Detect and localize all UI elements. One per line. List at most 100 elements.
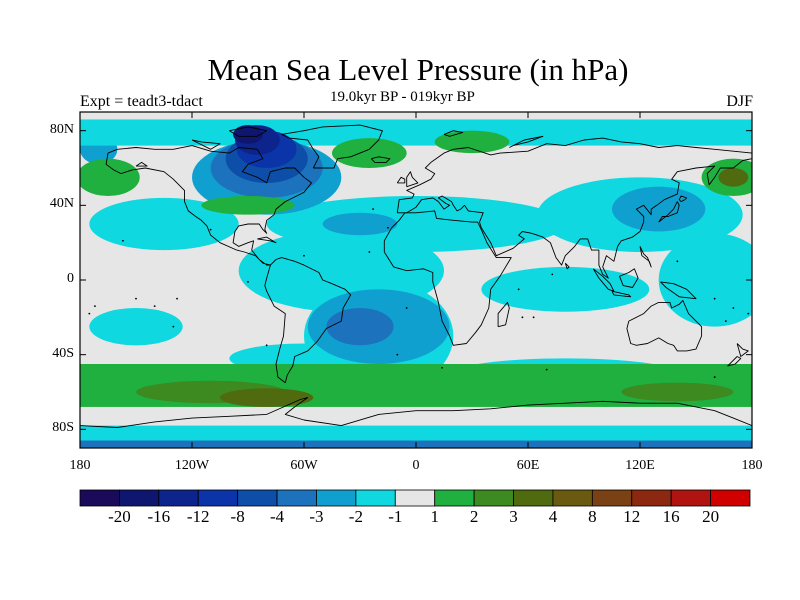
- colorbar-swatch: [197, 489, 239, 507]
- lat-tick-label: 80S: [52, 420, 74, 436]
- coastline: [660, 281, 697, 300]
- island-dots: [88, 208, 750, 378]
- island-dot: [303, 254, 305, 257]
- coastline: [383, 210, 512, 346]
- coastline: [564, 262, 570, 270]
- coastline: [396, 176, 406, 184]
- field-patch: [89, 197, 239, 251]
- coastline: [229, 126, 268, 137]
- lon-tick-label: 60E: [516, 458, 540, 473]
- coastline: [105, 145, 312, 266]
- colorbar-label: -3: [309, 507, 324, 526]
- lon-tick-label: 0: [412, 458, 420, 473]
- coastline: [626, 300, 703, 352]
- coastline: [736, 343, 749, 357]
- coastline: [257, 236, 277, 244]
- colorbar-swatch: [473, 489, 514, 507]
- island-dot: [724, 320, 727, 322]
- field-patch: [322, 212, 398, 236]
- pressure-field: [80, 119, 752, 448]
- island-dot: [551, 273, 554, 276]
- coastline: [658, 201, 680, 223]
- colorbar-swatch: [394, 489, 436, 507]
- coastline: [370, 156, 391, 163]
- colorbar-label: -2: [348, 507, 363, 526]
- lon-tick-label: 180: [69, 458, 91, 473]
- field-patch: [233, 125, 263, 144]
- colorbar-swatch: [316, 489, 357, 507]
- lon-tick-label: 60W: [290, 458, 318, 473]
- colorbar-swatch: [79, 489, 120, 507]
- island-dot: [135, 297, 137, 300]
- period-subtitle: 19.0kyr BP - 019kyr BP: [330, 89, 475, 105]
- colorbar-label: 1: [430, 507, 439, 526]
- colorbar-label: -8: [230, 507, 245, 526]
- coastline: [443, 130, 464, 137]
- field-patch: [219, 388, 314, 407]
- lat-tick-label: 0: [67, 271, 74, 286]
- field-patch: [89, 308, 183, 346]
- field-patch: [718, 168, 749, 187]
- coastline: [281, 124, 383, 169]
- coastline: [264, 257, 352, 384]
- colorbar-label: 3: [509, 507, 518, 526]
- colorbar-swatch: [355, 489, 396, 507]
- island-dot: [372, 208, 374, 210]
- map-ticks: [79, 112, 753, 448]
- colorbar-swatch: [710, 489, 751, 507]
- island-dot: [209, 228, 212, 231]
- lon-tick-label: 180: [741, 458, 763, 473]
- colorbar-swatch: [591, 489, 633, 507]
- coastline: [611, 290, 632, 298]
- island-dot: [396, 353, 399, 356]
- colorbar-label: 16: [662, 507, 680, 526]
- island-dot: [94, 305, 96, 308]
- island-dot: [387, 226, 389, 229]
- island-dot: [153, 305, 156, 308]
- island-dot: [532, 316, 535, 319]
- island-dot: [405, 307, 408, 309]
- field-patch: [621, 382, 734, 402]
- coastline: [191, 139, 221, 150]
- island-dot: [676, 260, 679, 263]
- colorbar-label: 4: [548, 507, 558, 526]
- field-patch: [80, 158, 140, 196]
- colorbar-label: -1: [388, 507, 403, 526]
- colorbar-label: -20: [108, 507, 131, 526]
- lon-tick-label: 120E: [625, 458, 655, 473]
- colorbar-swatch: [237, 489, 278, 507]
- colorbar-label: -16: [147, 507, 171, 526]
- island-dot: [713, 376, 716, 378]
- lon-tick-label: 120W: [174, 458, 210, 473]
- colorbar-label: -12: [186, 507, 210, 526]
- field-patch: [434, 130, 510, 154]
- field-patch: [332, 138, 407, 168]
- colorbar-swatch: [119, 489, 160, 507]
- colorbar-swatch: [158, 489, 199, 507]
- field-patch: [326, 308, 394, 346]
- colorbar-label: 8: [588, 507, 597, 526]
- coastline: [678, 195, 688, 203]
- chart-title: Mean Sea Level Pressure (in hPa): [207, 52, 629, 87]
- coastline: [396, 137, 752, 213]
- island-dot: [176, 297, 178, 300]
- field-patch: [201, 196, 295, 215]
- colorbar-swatch: [631, 489, 672, 507]
- island-dot: [521, 316, 524, 319]
- colorbar-label: 12: [623, 507, 641, 526]
- island-dot: [747, 312, 750, 315]
- field-band: [80, 119, 752, 146]
- colorbar-swatch: [552, 489, 593, 507]
- lat-tick-label: 40S: [52, 345, 74, 361]
- island-dot: [368, 251, 371, 253]
- coastline: [406, 171, 419, 188]
- island-dot: [545, 368, 548, 371]
- island-dot: [247, 280, 249, 283]
- island-dot: [122, 239, 124, 242]
- coastline: [80, 397, 752, 428]
- island-dot: [441, 366, 444, 369]
- coastline: [135, 161, 148, 167]
- season-label: DJF: [726, 93, 753, 110]
- colorbar-swatch: [513, 489, 554, 507]
